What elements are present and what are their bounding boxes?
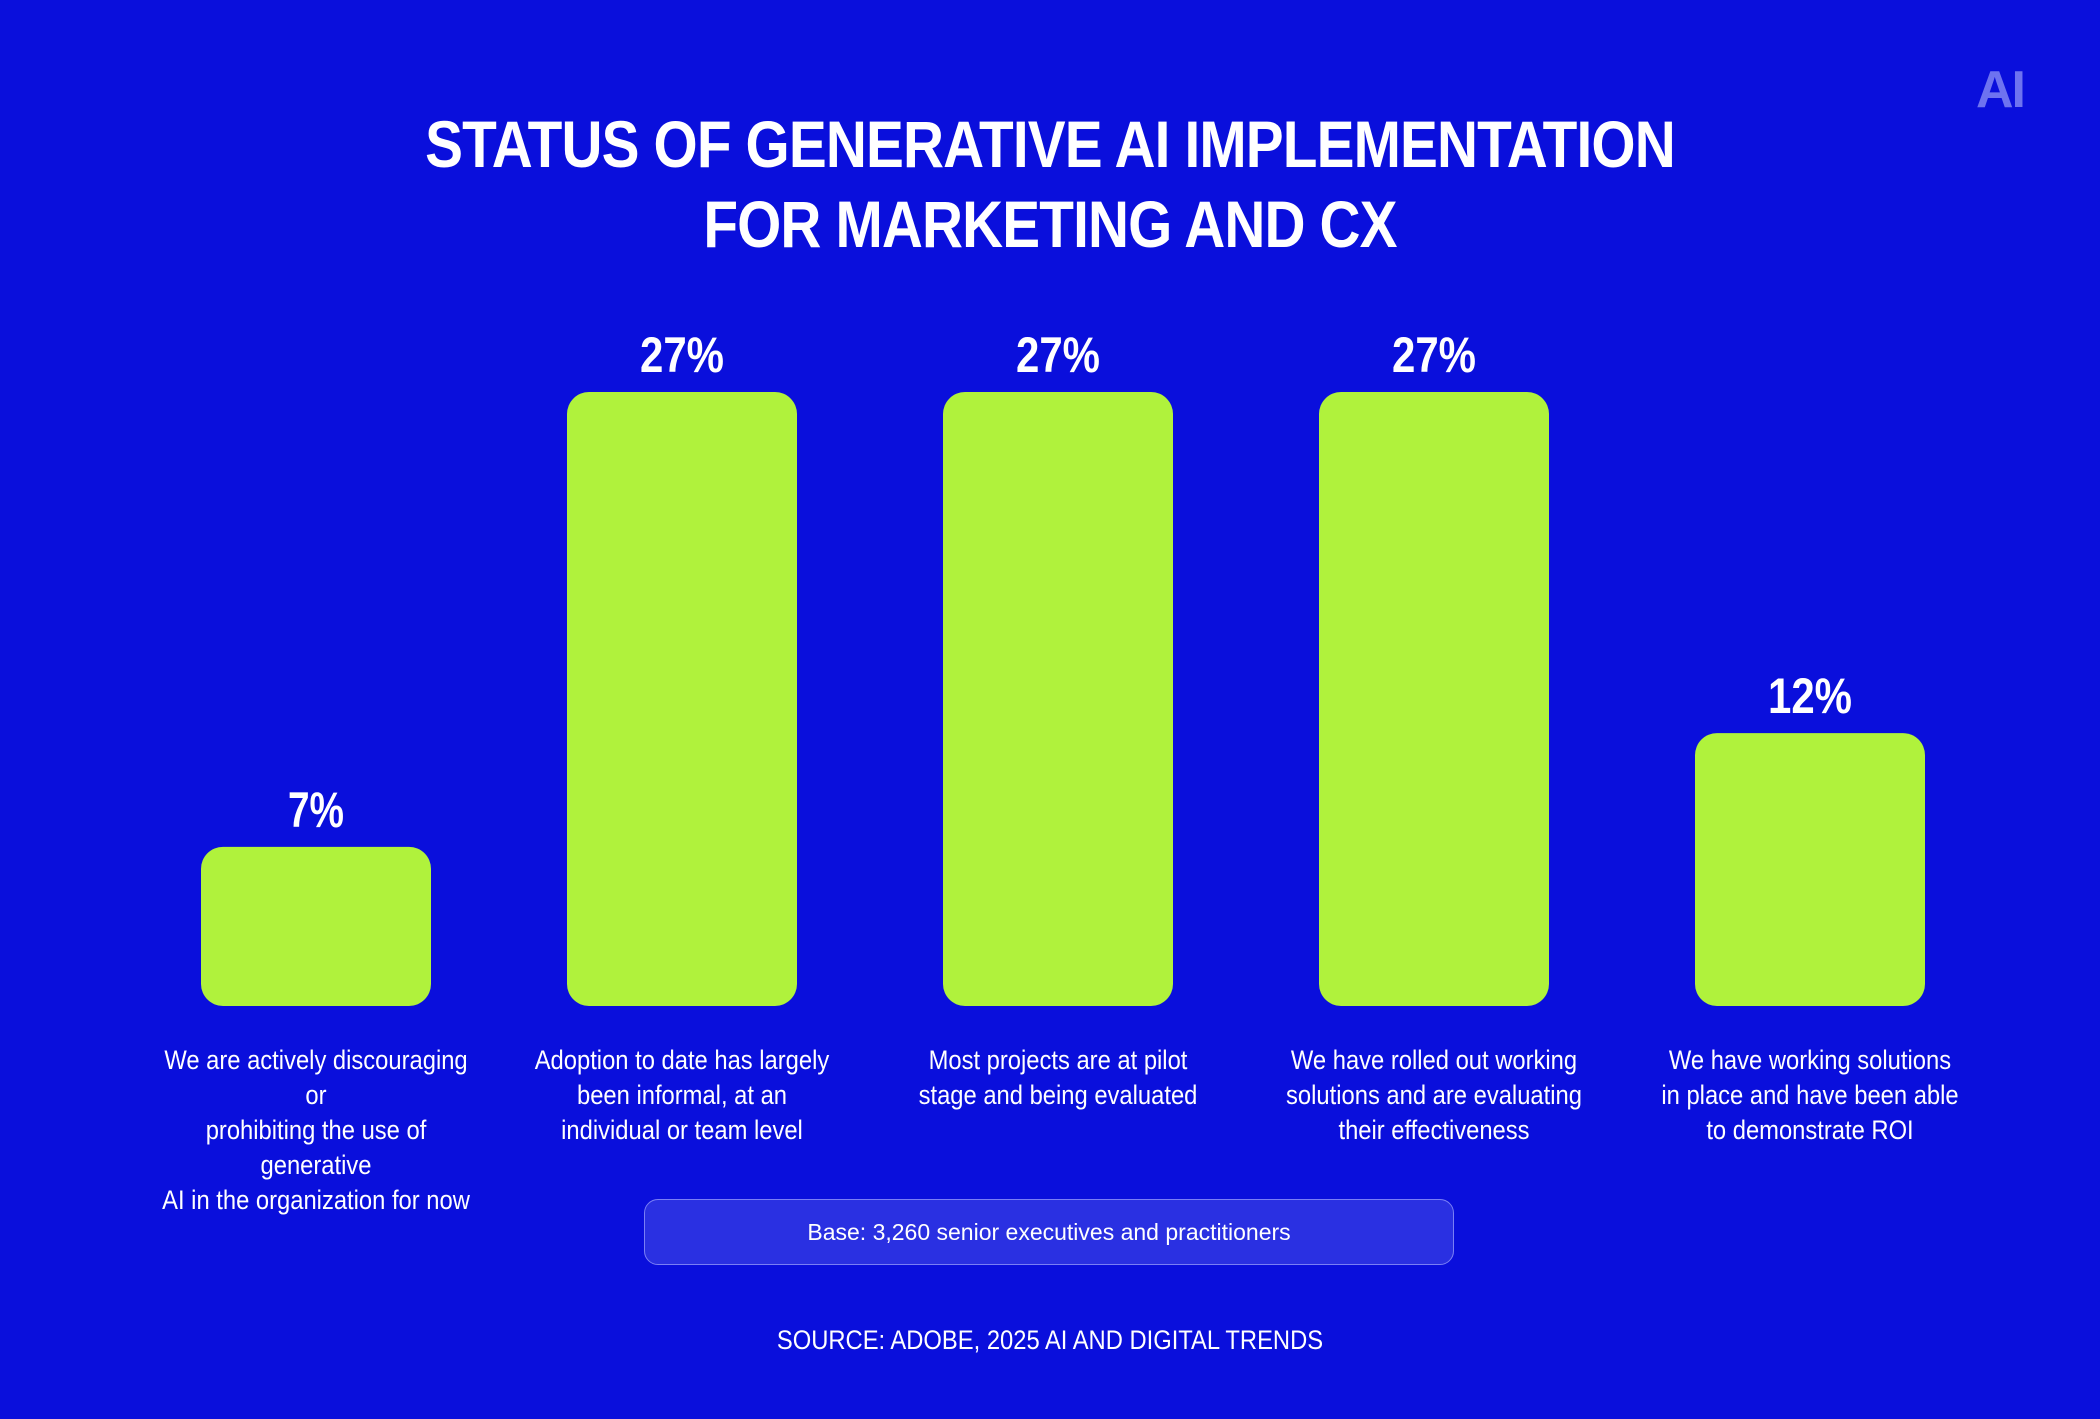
category-label-line: Most projects are at pilot bbox=[928, 1045, 1188, 1075]
bar-3 bbox=[943, 392, 1173, 1006]
category-label-line: been informal, at an bbox=[576, 1080, 788, 1110]
category-label-line: AI in the organization for now bbox=[162, 1185, 470, 1215]
category-label-line: We have working solutions bbox=[1668, 1045, 1952, 1075]
category-label-3: Most projects are at pilot stage and bein… bbox=[895, 1043, 1221, 1113]
category-label-line: stage and being evaluated bbox=[918, 1080, 1198, 1110]
bar-2 bbox=[567, 392, 797, 1006]
source-note: SOURCE: ADOBE, 2025 AI AND DIGITAL TREND… bbox=[776, 1325, 1324, 1355]
category-label-line: to demonstrate ROI bbox=[1706, 1115, 1914, 1145]
category-label-4: We have rolled out working solutions and … bbox=[1271, 1043, 1597, 1148]
base-note: Base: 3,260 senior executives and practi… bbox=[644, 1199, 1454, 1265]
bar-value-label-3: 27% bbox=[1016, 327, 1100, 383]
category-label-line: We have rolled out working bbox=[1290, 1045, 1578, 1075]
category-label-line: in place and have been able bbox=[1661, 1080, 1959, 1110]
category-label-line: solutions and are evaluating bbox=[1286, 1080, 1582, 1110]
bar-value-label-5: 12% bbox=[1768, 668, 1852, 724]
bar-4 bbox=[1319, 392, 1549, 1006]
bar-value-label-2: 27% bbox=[640, 327, 724, 383]
category-label-line: prohibiting the use of generative bbox=[205, 1115, 427, 1180]
category-label-2: Adoption to date has largely been informa… bbox=[519, 1043, 845, 1148]
category-label-line: Adoption to date has largely bbox=[534, 1045, 830, 1075]
ai-logo-icon: AI bbox=[1976, 61, 2026, 119]
bar-value-label-1: 7% bbox=[288, 782, 344, 838]
bar-1 bbox=[201, 846, 431, 1006]
bar-value-label-4: 27% bbox=[1392, 327, 1476, 383]
category-label-line: We are actively discouraging or bbox=[164, 1045, 468, 1110]
bar-5 bbox=[1695, 733, 1925, 1006]
chart-title-line-2: FOR MARKETING AND CX bbox=[703, 187, 1397, 261]
category-label-line: individual or team level bbox=[561, 1115, 803, 1145]
category-label-5: We have working solutions in place and ha… bbox=[1647, 1043, 1973, 1148]
chart-title-line-1: STATUS OF GENERATIVE AI IMPLEMENTATION bbox=[425, 107, 1676, 181]
category-label-line: their effectiveness bbox=[1338, 1115, 1530, 1145]
category-label-1: We are actively discouraging or prohibiti… bbox=[153, 1043, 479, 1218]
